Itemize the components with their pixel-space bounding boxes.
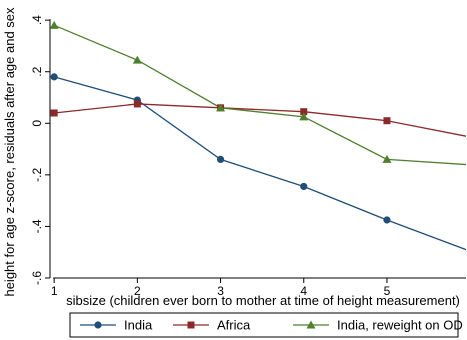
series-3-point [216,103,226,112]
x-tick-label: 3 [217,284,224,298]
series-3-point [49,20,59,29]
legend-label-2: Africa [217,318,251,333]
series-3-point [382,154,392,163]
y-tick-label: .2 [30,66,44,76]
series-1-point [50,73,58,81]
plot-area: -.6 -.4 -.2 0 .2 .4 1 2 3 4 5 [30,15,467,298]
x-tick-label: 2 [134,284,141,298]
series-line-3 [53,24,467,166]
legend-items: India Africa India, reweight on OD [80,318,463,333]
series-1-point [300,182,308,191]
x-axis-title: sibsize (children ever born to mother at… [66,293,460,308]
series-line-1 [53,76,467,251]
legend-marker-1 [94,321,102,329]
series-3-point [132,55,142,64]
series-markers [49,20,392,224]
series-3-point [299,112,309,121]
series-2-point [133,100,141,108]
y-tick-label: -.6 [30,271,44,285]
legend: India Africa India, reweight on OD [69,312,463,338]
legend-box [69,312,459,338]
y-tick-label: 0 [30,120,44,127]
series-2-point [300,108,308,116]
legend-label-1: India [124,318,153,333]
legend-label-3: India, reweight on OD [337,318,463,333]
y-axis-ticks: -.6 -.4 -.2 0 .2 .4 [30,15,50,285]
y-axis-title: height for age z-score, residuals after … [2,7,17,297]
series-2-point [50,109,58,117]
series-2-point [383,117,391,125]
series-line-2 [54,103,467,137]
y-tick-label: .4 [30,15,44,25]
x-tick-label: 5 [384,284,391,298]
legend-marker-2 [187,321,195,329]
x-axis-ticks: 1 2 3 4 5 [51,278,391,298]
y-tick-label: -.2 [30,168,44,182]
x-tick-label: 4 [300,284,307,298]
series-1-point [216,155,225,163]
series-1-point [383,216,391,224]
legend-marker-3 [306,320,316,329]
y-tick-label: -.4 [30,219,44,233]
x-tick-label: 1 [51,284,58,298]
series-lines [53,24,467,251]
